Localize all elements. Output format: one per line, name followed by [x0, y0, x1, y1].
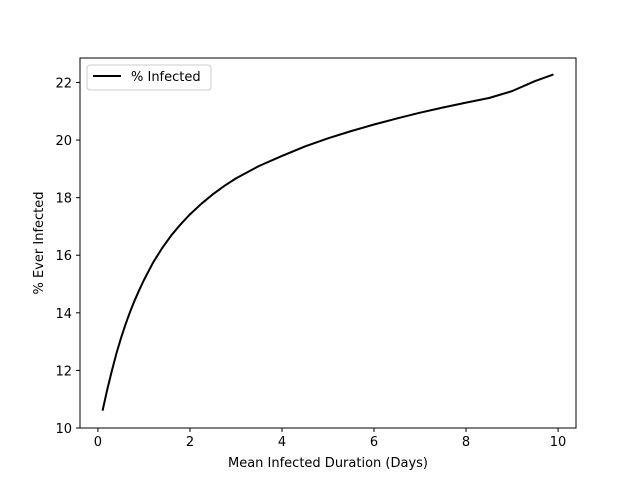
- y-axis-label: % Ever Infected: [32, 191, 47, 294]
- y-tick-label: 16: [55, 249, 72, 264]
- legend-box: [86, 64, 212, 91]
- x-tick-label: 10: [550, 435, 567, 450]
- x-tick-label: 0: [94, 435, 102, 450]
- y-tick-label: 22: [55, 76, 72, 91]
- series-line: [101, 73, 554, 411]
- series-layer: [101, 73, 554, 411]
- y-tick-label: 14: [55, 307, 72, 322]
- x-axis-label: Mean Infected Duration (Days): [228, 456, 428, 471]
- y-tick-label: 10: [55, 422, 72, 437]
- x-tick-label: 4: [278, 435, 286, 450]
- x-tick-label: 6: [370, 435, 378, 450]
- legend-label: % Infected: [131, 70, 201, 85]
- legend: % Infected: [86, 64, 212, 91]
- y-tick-label: 18: [55, 192, 72, 207]
- x-tick-label: 2: [186, 435, 194, 450]
- y-tick-label: 20: [55, 134, 72, 149]
- plot-area-frame: [79, 57, 577, 429]
- x-axis-ticks: 0 2 4 6 8 10: [94, 428, 567, 450]
- y-axis-ticks: 10 12 14 16 18 20 22: [55, 76, 80, 437]
- y-tick-label: 12: [55, 364, 72, 379]
- x-tick-label: 8: [462, 435, 470, 450]
